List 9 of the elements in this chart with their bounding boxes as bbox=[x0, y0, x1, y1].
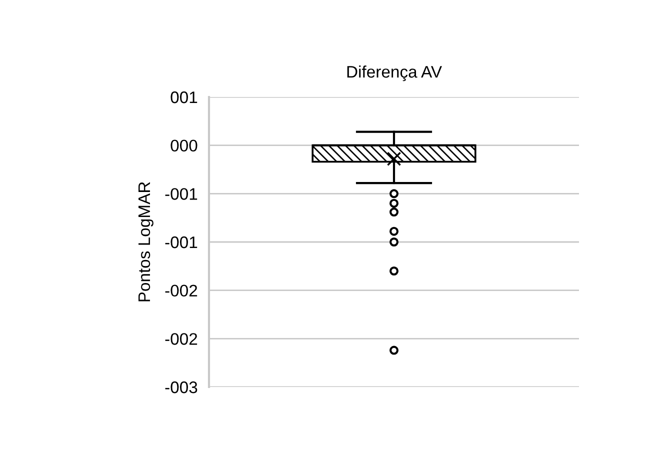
y-tick-label: -003 bbox=[165, 381, 198, 394]
y-tick-label: 001 bbox=[170, 91, 198, 104]
y-tick-label: -001 bbox=[165, 236, 198, 248]
y-tick-label: 000 bbox=[170, 140, 198, 152]
chart-title: Diferença AV bbox=[347, 65, 442, 82]
y-tick-label: -002 bbox=[165, 284, 198, 297]
y-axis-title: Pontos LogMAR bbox=[138, 182, 154, 302]
y-tick-label: -002 bbox=[165, 333, 198, 345]
y-tick-label: -001 bbox=[165, 188, 198, 200]
